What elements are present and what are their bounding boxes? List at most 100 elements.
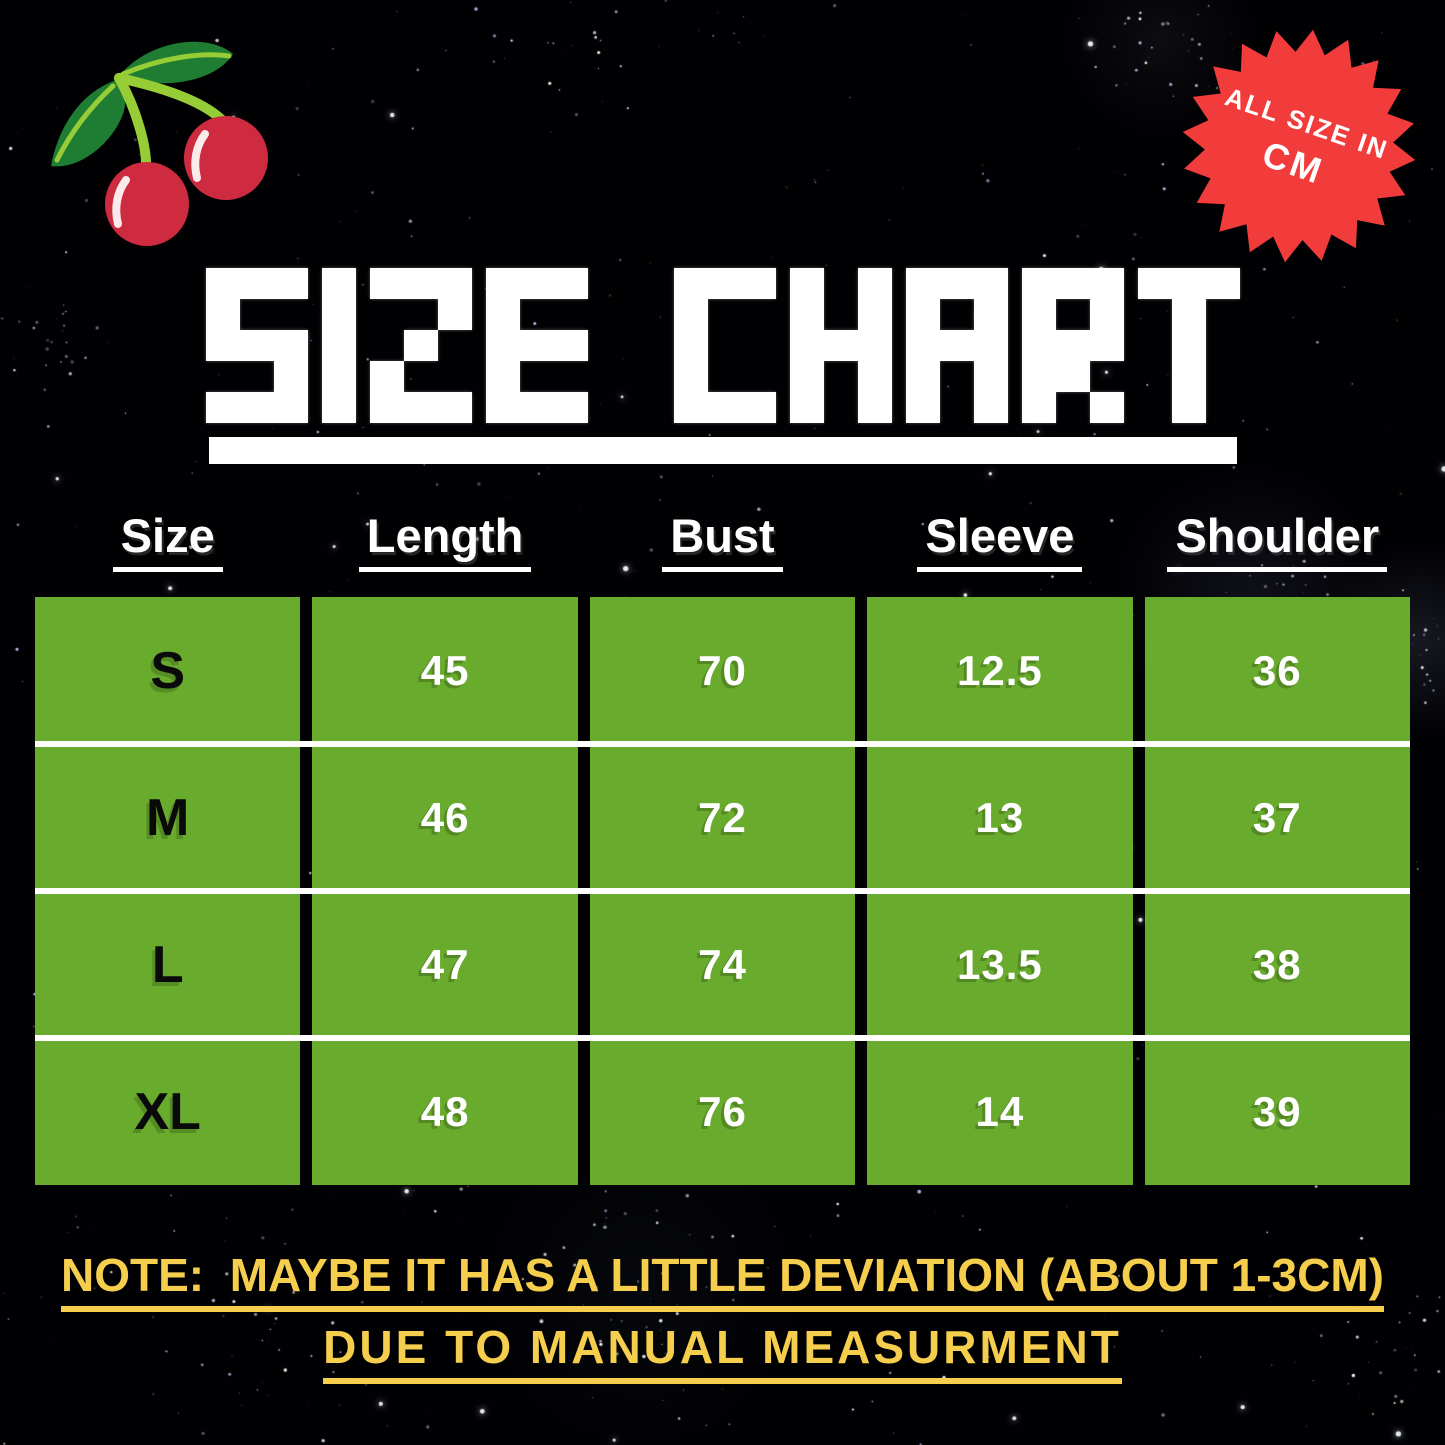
page-title xyxy=(205,268,1240,423)
title-letter-pixel xyxy=(707,268,742,299)
title-letter-pixel xyxy=(741,268,776,299)
title-letter-pixel xyxy=(1055,268,1090,299)
title-letter-pixel xyxy=(519,268,554,299)
title-letter-pixel xyxy=(554,299,588,330)
title-letter-pixel xyxy=(274,299,308,330)
title-letter-pixel xyxy=(741,392,776,423)
cell-size-xl: XL xyxy=(35,1038,301,1185)
cell-bust-s: 70 xyxy=(589,597,856,744)
title-letter-pixel xyxy=(973,361,1008,392)
title-letter-pixel xyxy=(1138,330,1172,361)
title-letter-pixel xyxy=(554,361,588,392)
title-letter-pixel xyxy=(940,361,974,392)
title-letter-pixel xyxy=(1171,268,1206,299)
title-letter-pixel xyxy=(273,392,308,423)
title-letter-pixel xyxy=(905,330,940,361)
header-shoulder: Shoulder xyxy=(1145,512,1410,572)
title-letter-pixel xyxy=(1206,299,1240,330)
title-letter-pixel xyxy=(1206,361,1240,392)
cell-size-m: M xyxy=(35,744,301,891)
title-letter xyxy=(1021,268,1124,423)
cell-length-l: 47 xyxy=(312,891,578,1038)
title-letter xyxy=(673,268,776,423)
title-letter-pixel xyxy=(485,361,520,392)
all-size-in-cm-badge: ALL SIZE IN CM xyxy=(1180,27,1418,265)
title-letter-pixel xyxy=(1138,392,1172,423)
title-letter-pixel xyxy=(239,392,274,423)
title-letter-pixel xyxy=(857,299,892,330)
title-letter-pixel xyxy=(321,330,356,361)
title-letter-pixel xyxy=(857,392,892,423)
title-letter-pixel xyxy=(403,330,438,361)
header-shoulder-label: Shoulder xyxy=(1167,512,1388,572)
title-letter-pixel xyxy=(857,330,892,361)
title-letter-pixel xyxy=(1137,268,1172,299)
title-letter-pixel xyxy=(240,299,274,330)
title-letter-pixel xyxy=(1021,330,1056,361)
title-letter-pixel xyxy=(1089,268,1124,299)
row-divider xyxy=(35,888,1410,894)
title-letter xyxy=(789,268,892,423)
title-letter-pixel xyxy=(1089,299,1124,330)
title-letter-pixel xyxy=(1205,268,1240,299)
cell-shoulder-xl: 39 xyxy=(1144,1038,1410,1185)
title-letter-pixel xyxy=(369,268,404,299)
title-letter-pixel xyxy=(273,361,308,392)
title-letter-pixel xyxy=(673,268,708,299)
title-letter-pixel xyxy=(824,268,858,299)
title-letter-pixel xyxy=(1089,392,1124,423)
title-letter-pixel xyxy=(438,361,472,392)
title-letter xyxy=(1137,268,1240,423)
title-letter-pixel xyxy=(742,361,776,392)
title-letter xyxy=(321,268,356,423)
title-letter-pixel xyxy=(824,361,858,392)
title-letter-pixel xyxy=(973,392,1008,423)
title-letter-pixel xyxy=(823,330,858,361)
title-letter-pixel xyxy=(1171,330,1206,361)
title-letter-pixel xyxy=(437,392,472,423)
title-letter-pixel xyxy=(273,268,308,299)
title-letter-pixel xyxy=(905,299,940,330)
row-divider xyxy=(35,741,1410,747)
title-letter-pixel xyxy=(940,392,974,423)
title-letter-pixel xyxy=(1089,330,1124,361)
title-letter-pixel xyxy=(1171,361,1206,392)
title-letter-pixel xyxy=(485,330,520,361)
cell-sleeve-s: 12.5 xyxy=(867,597,1133,744)
title-letter-pixel xyxy=(905,361,940,392)
header-bust: Bust xyxy=(590,512,855,572)
title-letter-pixel xyxy=(857,268,892,299)
title-letter-pixel xyxy=(205,330,240,361)
starburst-icon xyxy=(1182,29,1416,263)
title-letter-pixel xyxy=(553,268,588,299)
cell-length-m: 46 xyxy=(312,744,578,891)
header-sleeve-label: Sleeve xyxy=(917,512,1083,572)
title-letter-pixel xyxy=(553,392,588,423)
cell-bust-m: 72 xyxy=(589,744,856,891)
title-letter-pixel xyxy=(369,361,404,392)
cell-size-l: L xyxy=(35,891,301,1038)
cell-sleeve-m: 13 xyxy=(867,744,1133,891)
title-letter xyxy=(905,268,1008,423)
title-letter-pixel xyxy=(520,299,554,330)
header-length-label: Length xyxy=(358,512,532,572)
title-letter-pixel xyxy=(1138,299,1172,330)
cell-sleeve-xl: 14 xyxy=(867,1038,1133,1185)
starburst-shape xyxy=(1182,29,1416,263)
cell-shoulder-m: 37 xyxy=(1144,744,1410,891)
title-letter-pixel xyxy=(789,268,824,299)
title-letter-pixel xyxy=(824,299,858,330)
title-letter-pixel xyxy=(789,361,824,392)
title-letter-pixel xyxy=(369,392,404,423)
title-letter-pixel xyxy=(673,361,708,392)
note-line-2: DUE TO MANUAL MEASURMENT xyxy=(323,1320,1122,1384)
title-space xyxy=(602,268,660,423)
title-letter xyxy=(205,268,308,423)
cell-bust-xl: 76 xyxy=(589,1038,856,1185)
cell-length-s: 45 xyxy=(312,597,578,744)
title-letter-pixel xyxy=(1171,392,1206,423)
title-letter-pixel xyxy=(1021,299,1056,330)
title-letter-pixel xyxy=(370,330,404,361)
title-letter-pixel xyxy=(1055,330,1090,361)
